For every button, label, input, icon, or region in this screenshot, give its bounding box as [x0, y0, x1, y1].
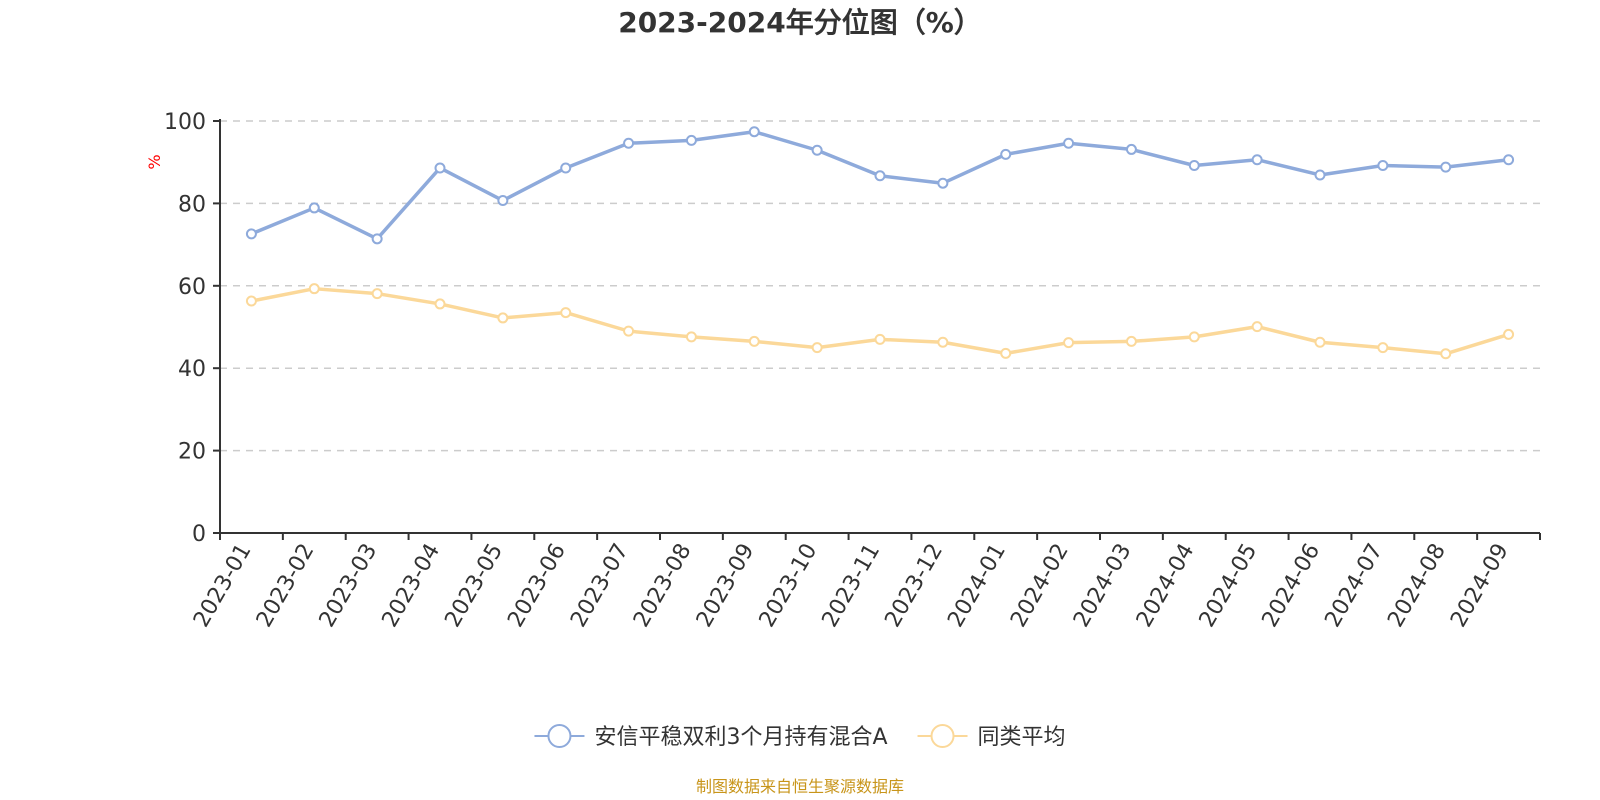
series-line-1 — [250, 129, 1509, 241]
series-2-point[interactable] — [560, 307, 572, 319]
series-2-point[interactable] — [245, 295, 257, 307]
series-1-point[interactable] — [623, 137, 635, 149]
series-1-point[interactable] — [1377, 159, 1389, 171]
legend-item-1[interactable]: 安信平稳双利3个月持有混合A — [534, 724, 888, 750]
legend[interactable]: 安信平稳双利3个月持有混合A 同类平均 — [534, 724, 1066, 750]
x-tick-label: 2023-08 — [629, 540, 697, 632]
series-1-point[interactable] — [1063, 137, 1075, 149]
x-tick-label: 2023-07 — [566, 540, 634, 632]
series-2-point[interactable] — [1125, 335, 1137, 347]
series-2-point[interactable] — [1188, 331, 1200, 343]
series-2-point[interactable] — [1063, 337, 1075, 349]
series-2-point[interactable] — [371, 288, 383, 300]
series-1-point[interactable] — [1188, 159, 1200, 171]
series-2-point[interactable] — [1251, 321, 1263, 333]
series-1-point[interactable] — [308, 202, 320, 214]
series-1-point[interactable] — [1314, 169, 1326, 181]
series-2-point[interactable] — [1377, 342, 1389, 354]
y-tick-label: 0 — [192, 522, 206, 547]
series-1-point[interactable] — [497, 195, 509, 207]
series-1-point[interactable] — [560, 162, 572, 174]
x-tick-label: 2023-03 — [315, 540, 383, 632]
legend-marker-icon — [930, 724, 955, 748]
series-1-point[interactable] — [1251, 154, 1263, 166]
x-tick-label: 2023-02 — [252, 540, 320, 632]
x-tick-label: 2023-04 — [378, 540, 446, 632]
series-1-point[interactable] — [811, 144, 823, 156]
x-tick-label: 2024-08 — [1383, 540, 1451, 632]
series-1-point[interactable] — [1125, 143, 1137, 155]
series-2-point[interactable] — [811, 342, 823, 354]
series-1-point[interactable] — [685, 134, 697, 146]
x-tick-label: 2024-07 — [1320, 540, 1388, 632]
y-tick-label: 100 — [164, 110, 206, 135]
legend-item-2[interactable]: 同类平均 — [917, 724, 1066, 750]
series-2-point[interactable] — [434, 298, 446, 310]
x-tick-label: 2024-01 — [943, 540, 1011, 632]
x-tick-label: 2023-12 — [880, 540, 948, 632]
x-tick-label: 2024-04 — [1132, 540, 1200, 632]
legend-marker-icon — [547, 724, 572, 748]
x-tick-label: 2023-09 — [692, 540, 760, 632]
x-tick-label: 2023-05 — [440, 540, 508, 632]
series-2-point[interactable] — [308, 283, 320, 295]
series-1-point[interactable] — [1503, 154, 1515, 166]
x-tick-label: 2024-06 — [1258, 540, 1326, 632]
series-1-point[interactable] — [874, 170, 886, 182]
y-axis-label: % — [145, 154, 164, 169]
series-2-point[interactable] — [874, 333, 886, 345]
series-1-point[interactable] — [937, 177, 949, 189]
series-1-point[interactable] — [371, 233, 383, 245]
data-source-note: 制图数据来自恒生聚源数据库 — [696, 777, 904, 796]
y-tick-label: 60 — [178, 275, 206, 300]
series-2-point[interactable] — [623, 325, 635, 337]
x-tick-label: 2023-06 — [503, 540, 571, 632]
series-2-point[interactable] — [748, 335, 760, 347]
legend-label: 安信平稳双利3个月持有混合A — [594, 725, 887, 750]
y-tick-label: 40 — [178, 357, 206, 382]
x-tick-label: 2023-01 — [189, 540, 257, 632]
series-2-point[interactable] — [1440, 348, 1452, 360]
chart-title: 2023-2024年分位图（%） — [618, 6, 982, 39]
x-tick-label: 2024-09 — [1446, 540, 1514, 632]
series-1-point[interactable] — [748, 126, 760, 138]
series-1-point[interactable] — [434, 162, 446, 174]
series-1-point[interactable] — [1440, 161, 1452, 173]
legend-label: 同类平均 — [978, 725, 1066, 750]
series-2-point[interactable] — [1503, 328, 1515, 340]
series-2-point[interactable] — [497, 312, 509, 324]
x-tick-label: 2023-11 — [818, 540, 886, 632]
x-tick-label: 2024-03 — [1069, 540, 1137, 632]
series-1-point[interactable] — [245, 228, 257, 240]
x-tick-label: 2023-10 — [755, 540, 823, 632]
series-2-point[interactable] — [1000, 347, 1012, 359]
y-tick-label: 20 — [178, 440, 206, 465]
x-tick-label: 2024-02 — [1006, 540, 1074, 632]
axis-layer: 0 20 40 60 80 100 2023-012023-022023-032023-04… — [164, 110, 1541, 632]
series-2-point[interactable] — [937, 336, 949, 348]
series-2-point[interactable] — [1314, 336, 1326, 348]
series-2-point[interactable] — [685, 331, 697, 343]
y-tick-label: 80 — [178, 192, 206, 217]
series-1-point[interactable] — [1000, 148, 1012, 160]
series-layer — [245, 126, 1515, 360]
x-tick-label: 2024-05 — [1195, 540, 1263, 632]
